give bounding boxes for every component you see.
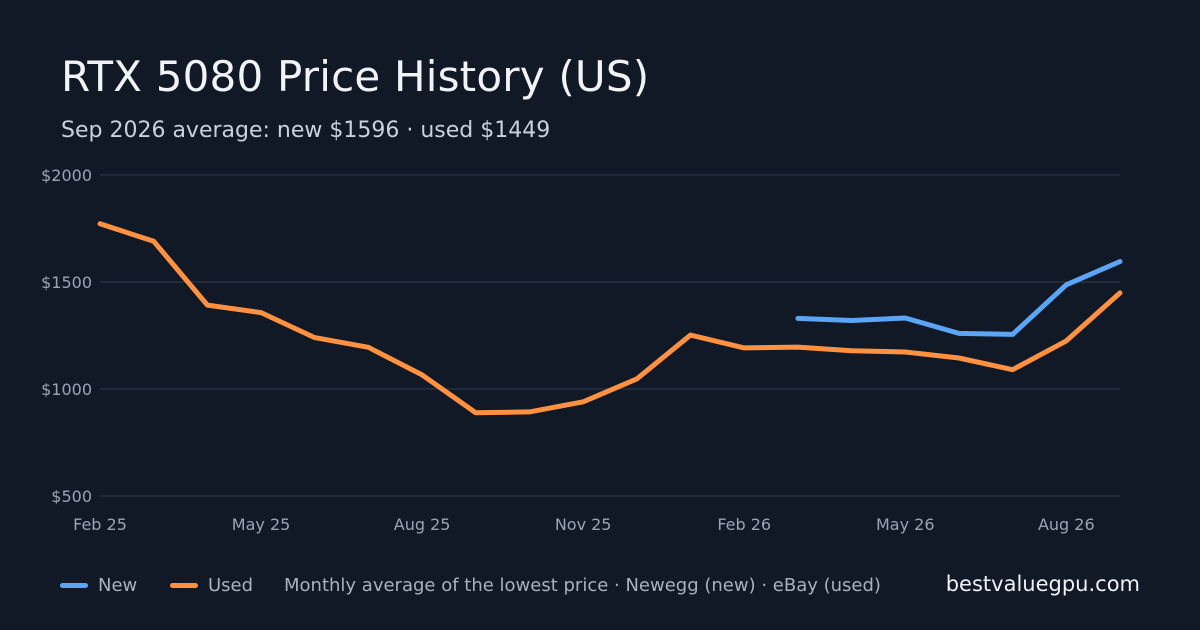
series-line-new xyxy=(795,259,1123,337)
y-tick-label-1500: $1500 xyxy=(41,273,92,292)
x-tick-label-2026-02: Feb 26 xyxy=(717,515,771,534)
x-tick-label-2026-08: Aug 26 xyxy=(1038,515,1095,534)
legend-item-new: New xyxy=(60,575,137,596)
x-tick-label-2025-11: Nov 25 xyxy=(555,515,612,534)
x-tick-label-2025-08: Aug 25 xyxy=(394,515,451,534)
brand-link[interactable]: bestvaluegpu.com xyxy=(945,572,1140,596)
x-tick-label-2025-02: Feb 25 xyxy=(73,515,127,534)
x-tick-label-2025-05: May 25 xyxy=(232,515,291,534)
series-line-used xyxy=(97,221,1123,416)
chart-subtitle: Sep 2026 average: new $1596 · used $1449 xyxy=(61,118,551,143)
legend-swatch-new xyxy=(60,583,88,588)
legend-label-new: New xyxy=(98,575,138,596)
series-lines xyxy=(97,221,1123,416)
legend-swatch-used xyxy=(170,583,198,588)
legend-item-used: Used xyxy=(170,575,253,596)
source-note: Monthly average of the lowest price · Ne… xyxy=(284,575,881,596)
y-tick-label-500: $500 xyxy=(51,487,92,506)
x-tick-label-2026-05: May 26 xyxy=(876,515,935,534)
x-axis-ticks: Feb 25 May 25 Aug 25 Nov 25 Feb 26 May 26 Aug … xyxy=(73,515,1095,534)
y-tick-label-2000: $2000 xyxy=(41,166,92,185)
legend-label-used: Used xyxy=(208,575,254,596)
chart-footer: New Used Monthly average of the lowest p… xyxy=(60,572,1140,599)
chart-title: RTX 5080 Price History (US) xyxy=(61,52,650,101)
grid-lines xyxy=(100,174,1120,497)
y-tick-label-1000: $1000 xyxy=(41,380,92,399)
y-axis-ticks: $500 $1000 $1500 $2000 xyxy=(41,166,92,506)
